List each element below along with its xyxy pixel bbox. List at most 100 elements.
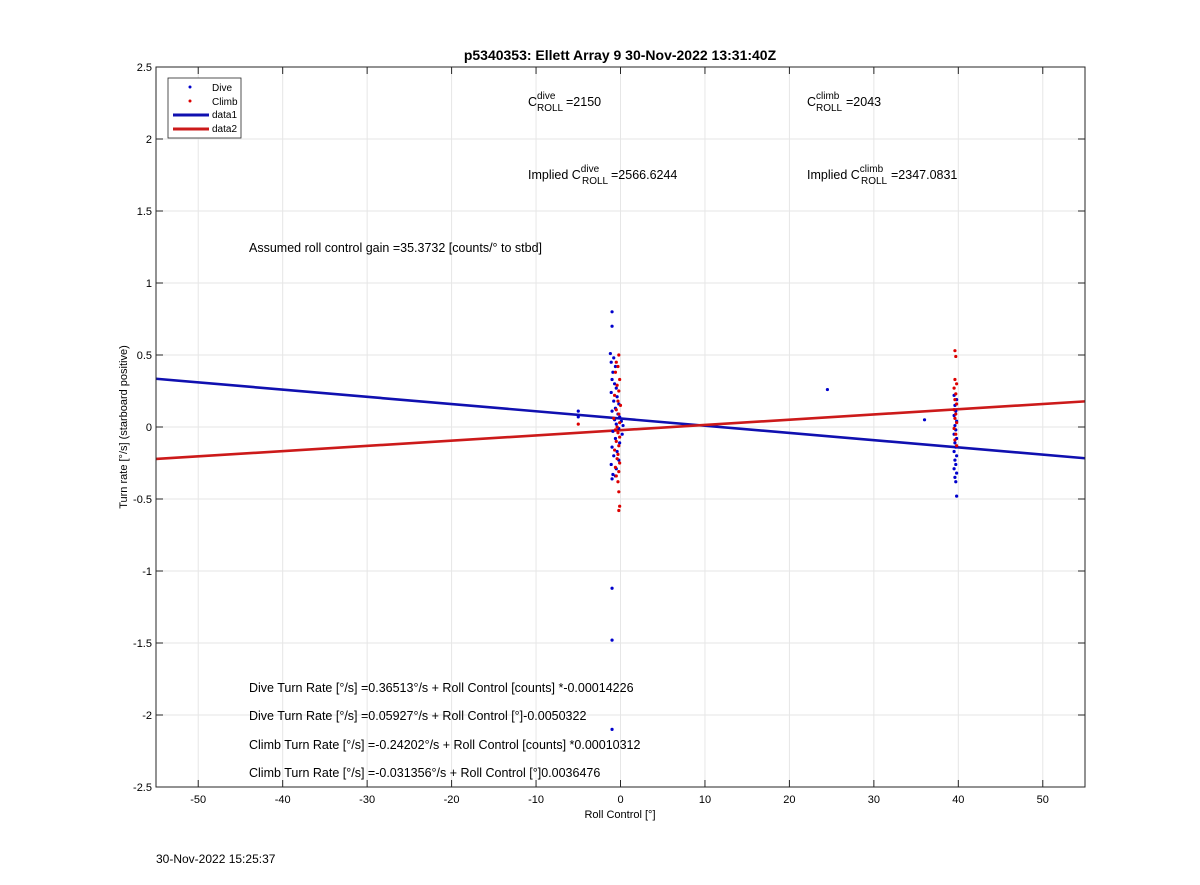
- point-dive: [613, 364, 618, 369]
- point-climb: [614, 360, 618, 364]
- point-dive: [610, 377, 614, 382]
- data-layer: [155, 310, 1086, 732]
- fit-line-data1: [155, 377, 1086, 460]
- point-dive: [953, 475, 957, 479]
- point-dive: [610, 409, 614, 413]
- point-climb: [616, 452, 620, 456]
- implied-dive-value: =2566.6244: [611, 168, 677, 182]
- footer-timestamp: 30-Nov-2022 15:25:37: [156, 852, 276, 866]
- c-roll-dive-prefix: C: [528, 95, 537, 109]
- c-roll-climb-prefix: C: [807, 95, 816, 109]
- point-climb: [616, 431, 620, 435]
- point-climb: [617, 389, 621, 393]
- point-climb: [617, 490, 621, 494]
- point-climb: [952, 386, 956, 390]
- c-roll-dive-sub: ROLL: [537, 103, 564, 114]
- implied-climb-sup: climb: [860, 164, 884, 175]
- ticks: [156, 66, 1085, 788]
- x-tick-label: -30: [359, 794, 375, 806]
- implied-dive-sup: dive: [581, 164, 600, 175]
- tick-labels: -50 -40 -30 -20 -10 0 10 20 30 40 50-2.5-2-1.5-1-0…: [133, 62, 1049, 806]
- point-climb: [614, 439, 618, 443]
- point-climb: [618, 461, 622, 465]
- point-climb: [954, 432, 958, 436]
- equation-dive-counts: Dive Turn Rate [°/s] =0.36513°/s + Roll …: [249, 681, 634, 695]
- point-dive: [608, 351, 612, 356]
- point-climb: [612, 448, 617, 452]
- point-climb: [618, 504, 622, 508]
- implied-climb-prefix: Implied C: [807, 168, 860, 182]
- point-climb: [952, 408, 956, 412]
- y-axis-label: Turn rate [°/s] (starboard positive): [118, 345, 130, 509]
- point-dive: [955, 471, 959, 475]
- point-climb: [614, 408, 618, 412]
- equation-climb-degrees: Climb Turn Rate [°/s] =-0.031356°/s + Ro…: [249, 766, 600, 780]
- implied-dive-prefix: Implied C: [528, 168, 581, 182]
- point-climb: [615, 383, 619, 387]
- legend-marker-dive: [188, 85, 192, 89]
- x-tick-label: 20: [783, 794, 795, 806]
- point-dive: [613, 436, 618, 441]
- point-climb: [617, 412, 621, 416]
- point-dive: [953, 441, 957, 445]
- point-climb: [617, 508, 621, 513]
- c-roll-dive-annotation: Cdive ROLL =2150: [528, 91, 601, 114]
- equation-dive-degrees: Dive Turn Rate [°/s] =0.05927°/s + Roll …: [249, 709, 586, 723]
- point-dive: [612, 356, 616, 360]
- point-dive: [610, 477, 614, 481]
- point-climb: [953, 377, 957, 382]
- point-dive: [610, 638, 614, 642]
- point-dive: [612, 454, 616, 458]
- implied-c-roll-dive-annotation: Implied Cdive ROLL =2566.6244: [528, 164, 677, 187]
- c-roll-climb-sub: ROLL: [816, 103, 843, 114]
- point-dive: [953, 423, 957, 428]
- point-dive: [620, 432, 624, 436]
- point-dive: [576, 415, 580, 419]
- point-climb: [615, 425, 619, 429]
- point-climb: [953, 416, 957, 420]
- point-dive: [610, 324, 614, 328]
- point-dive: [609, 390, 613, 395]
- x-tick-label: -50: [190, 794, 206, 806]
- point-dive: [611, 370, 615, 374]
- point-dive: [610, 727, 614, 732]
- point-dive: [615, 449, 619, 454]
- x-tick-label: 40: [952, 794, 964, 806]
- implied-climb-value: =2347.0831: [891, 168, 957, 182]
- y-tick-label: 0: [146, 422, 152, 434]
- point-climb: [955, 382, 959, 386]
- y-tick-label: -1.5: [133, 638, 152, 650]
- point-climb: [954, 354, 958, 359]
- point-dive: [954, 462, 958, 467]
- point-climb: [613, 465, 618, 469]
- point-climb: [612, 393, 617, 397]
- implied-climb-sub: ROLL: [861, 176, 888, 187]
- x-tick-label: -20: [444, 794, 460, 806]
- x-tick-label: 0: [617, 794, 623, 806]
- c-roll-dive-sup: dive: [537, 91, 556, 102]
- point-climb: [953, 438, 957, 442]
- point-climb: [618, 435, 622, 439]
- point-climb: [618, 421, 622, 425]
- y-tick-label: -0.5: [133, 494, 152, 506]
- point-dive: [612, 382, 617, 386]
- point-dive: [618, 441, 622, 445]
- c-roll-dive-value: =2150: [566, 95, 601, 109]
- point-dive: [922, 418, 927, 422]
- point-dive: [954, 480, 958, 484]
- legend-marker-climb: [188, 99, 192, 103]
- implied-dive-sub: ROLL: [582, 176, 609, 187]
- c-roll-climb-value: =2043: [846, 95, 881, 109]
- chart-title: p5340353: Ellett Array 9 30-Nov-2022 13:…: [464, 47, 777, 63]
- point-climb: [617, 353, 621, 357]
- x-tick-label: 10: [699, 794, 711, 806]
- point-dive: [825, 387, 830, 392]
- point-dive: [614, 386, 618, 390]
- x-axis-label: Roll Control [°]: [584, 809, 655, 821]
- x-tick-label: 50: [1037, 794, 1049, 806]
- point-dive: [615, 395, 619, 399]
- legend-label-data2: data2: [212, 124, 237, 135]
- y-tick-label: 2.5: [137, 62, 152, 74]
- point-dive: [609, 360, 613, 364]
